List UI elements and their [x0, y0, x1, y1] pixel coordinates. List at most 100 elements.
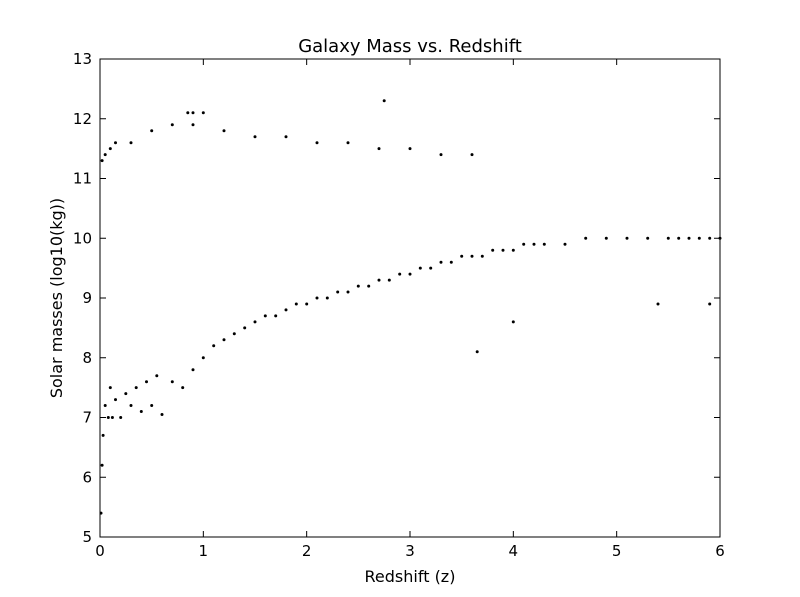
data-point — [625, 236, 629, 240]
data-point — [382, 99, 386, 103]
x-tick-label: 4 — [509, 542, 519, 560]
data-point — [429, 266, 433, 270]
data-point — [666, 236, 670, 240]
x-axis-ticks: 0 1 2 3 4 5 6 — [95, 59, 725, 560]
data-point — [408, 272, 412, 276]
data-point — [181, 386, 185, 390]
data-point — [191, 123, 195, 127]
y-axis-ticks: 5 6 7 8 9 10 11 12 13 — [73, 50, 720, 546]
data-point — [325, 296, 329, 300]
data-point — [315, 296, 319, 300]
scatter-points — [99, 99, 722, 515]
data-point — [646, 236, 650, 240]
data-point — [346, 290, 350, 294]
data-point — [460, 254, 464, 258]
data-point — [563, 242, 567, 246]
data-point — [439, 153, 443, 157]
data-point — [222, 338, 226, 342]
data-point — [124, 392, 128, 396]
data-point — [108, 147, 112, 151]
data-point — [387, 278, 391, 282]
data-point — [475, 350, 479, 354]
x-tick-label: 0 — [95, 542, 105, 560]
x-tick-label: 5 — [612, 542, 622, 560]
data-point — [336, 290, 340, 294]
data-point — [145, 380, 148, 384]
data-point — [294, 302, 298, 306]
x-tick-label: 6 — [715, 542, 725, 560]
data-point — [103, 404, 107, 407]
x-tick-label: 3 — [405, 542, 415, 560]
data-point — [150, 404, 154, 407]
data-point — [708, 302, 712, 306]
data-point — [253, 320, 257, 324]
data-point — [170, 380, 174, 384]
data-point — [103, 153, 107, 157]
data-point — [170, 123, 174, 127]
data-point — [398, 272, 402, 276]
y-tick-label: 5 — [82, 528, 92, 546]
data-point — [677, 236, 681, 240]
data-point — [501, 248, 505, 252]
data-point — [377, 278, 381, 282]
data-point — [418, 266, 422, 270]
data-point — [511, 320, 515, 324]
y-tick-label: 9 — [82, 289, 92, 307]
data-point — [532, 242, 536, 246]
chart-title: Galaxy Mass vs. Redshift — [298, 36, 522, 57]
y-tick-label: 13 — [73, 50, 92, 68]
data-point — [114, 141, 117, 145]
data-point — [346, 141, 350, 145]
x-axis-label: Redshift (z) — [365, 567, 456, 586]
data-point — [186, 111, 190, 115]
data-point — [243, 326, 247, 330]
data-point — [201, 111, 205, 115]
y-tick-label: 12 — [73, 110, 92, 128]
data-point — [222, 129, 226, 133]
data-point — [439, 260, 443, 264]
data-point — [356, 284, 360, 288]
data-point — [542, 242, 546, 246]
data-point — [584, 236, 588, 240]
data-point — [315, 141, 319, 145]
data-point — [110, 416, 114, 419]
data-point — [522, 242, 526, 246]
data-point — [101, 433, 105, 437]
data-point — [656, 302, 660, 306]
data-point — [134, 386, 138, 390]
data-point — [449, 260, 453, 264]
x-tick-label: 1 — [199, 542, 209, 560]
y-tick-label: 8 — [82, 349, 92, 367]
data-point — [263, 314, 267, 318]
data-point — [108, 386, 112, 390]
data-point — [708, 236, 712, 240]
y-tick-label: 11 — [73, 170, 92, 188]
data-point — [119, 416, 123, 419]
data-point — [470, 254, 474, 258]
data-point — [129, 141, 133, 145]
data-point — [480, 254, 484, 258]
data-point — [377, 147, 381, 151]
data-point — [106, 416, 110, 419]
data-point — [511, 248, 515, 252]
x-tick-label: 2 — [302, 542, 312, 560]
data-point — [687, 236, 691, 240]
data-point — [212, 344, 216, 348]
data-point — [139, 410, 143, 413]
y-axis-label: Solar masses (log10(kg)) — [47, 198, 66, 398]
data-point — [274, 314, 278, 318]
data-point — [100, 463, 104, 467]
data-point — [604, 236, 608, 240]
data-point — [491, 248, 495, 252]
data-point — [191, 111, 195, 115]
data-point — [155, 374, 159, 378]
data-point — [150, 129, 154, 133]
data-point — [470, 153, 474, 157]
data-point — [160, 413, 164, 416]
y-tick-label: 10 — [73, 229, 92, 247]
data-point — [100, 159, 104, 163]
data-point — [129, 404, 133, 407]
data-point — [284, 308, 288, 312]
data-point — [191, 368, 195, 372]
